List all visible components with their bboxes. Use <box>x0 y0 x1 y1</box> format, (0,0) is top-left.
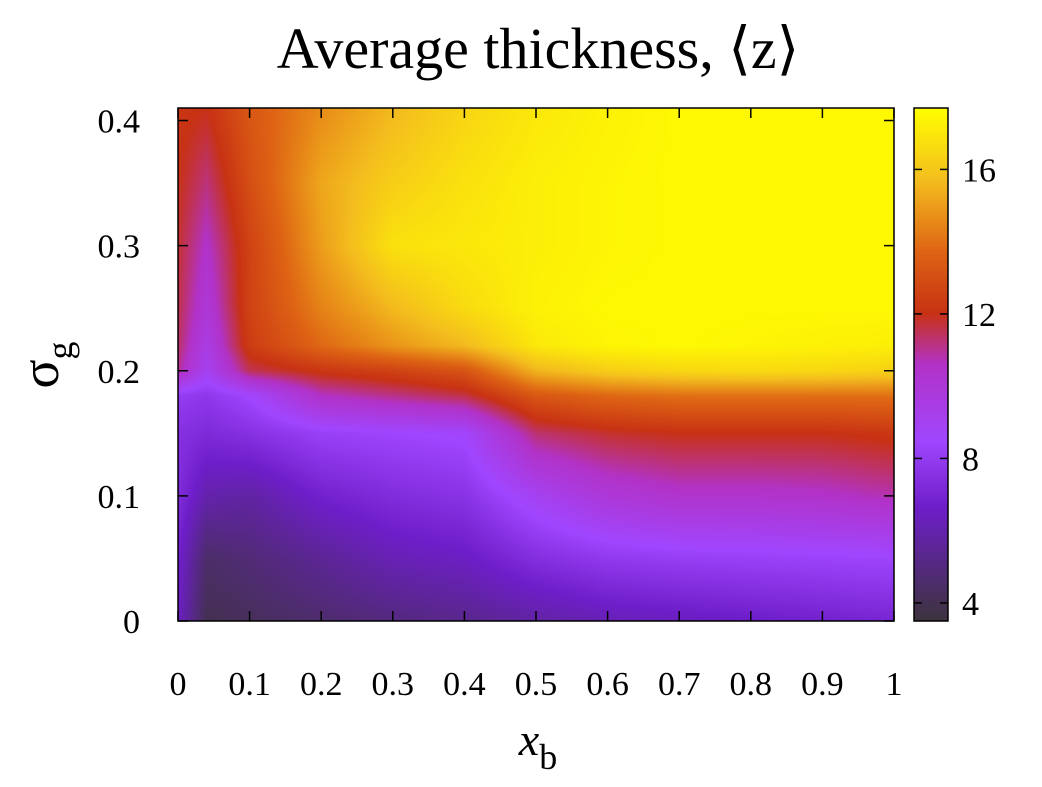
x-tick-label: 0.9 <box>801 666 844 703</box>
x-tick-label: 0.4 <box>443 666 486 703</box>
colorbar-frame <box>913 107 949 622</box>
x-tick-label: 0.7 <box>658 666 701 703</box>
colorbar-tick-label: 16 <box>962 152 996 189</box>
chart-title: Average thickness, ⟨z⟩ <box>277 16 799 81</box>
y-axis: 0 0.1 0.2 0.3 0.4 <box>98 104 894 641</box>
y-axis-label: σg <box>10 341 80 388</box>
x-tick-label: 0.2 <box>300 666 343 703</box>
x-axis-label-main: x <box>518 714 540 765</box>
colorbar-axis: 4 8 12 16 <box>914 152 996 623</box>
y-tick-label: 0.3 <box>98 229 141 266</box>
colorbar-tick-label: 4 <box>962 586 979 623</box>
x-axis-label-sub: b <box>539 737 557 777</box>
x-tick-label: 0.5 <box>515 666 558 703</box>
y-axis-label-main: σ <box>10 359 70 388</box>
colorbar-tick-label: 8 <box>962 441 979 478</box>
x-tick-label: 1 <box>886 666 903 703</box>
x-axis-label: xb <box>518 714 557 777</box>
y-tick-label: 0.4 <box>98 104 141 141</box>
y-axis-label-sub: g <box>40 341 80 359</box>
colorbar <box>914 108 948 621</box>
y-tick-label: 0.1 <box>98 479 141 516</box>
colorbar-tick-label: 12 <box>962 297 996 334</box>
x-tick-label: 0 <box>170 666 187 703</box>
y-tick-label: 0.2 <box>98 354 141 391</box>
x-tick-label: 0.6 <box>586 666 629 703</box>
heatmap-area <box>178 108 894 621</box>
x-axis: 0 0.1 0.2 0.3 0.4 0.5 0.6 0.7 0.8 0.9 1 <box>170 108 903 703</box>
x-tick-label: 0.8 <box>730 666 773 703</box>
x-tick-label: 0.1 <box>228 666 271 703</box>
y-tick-label: 0 <box>123 604 140 641</box>
x-tick-label: 0.3 <box>372 666 415 703</box>
